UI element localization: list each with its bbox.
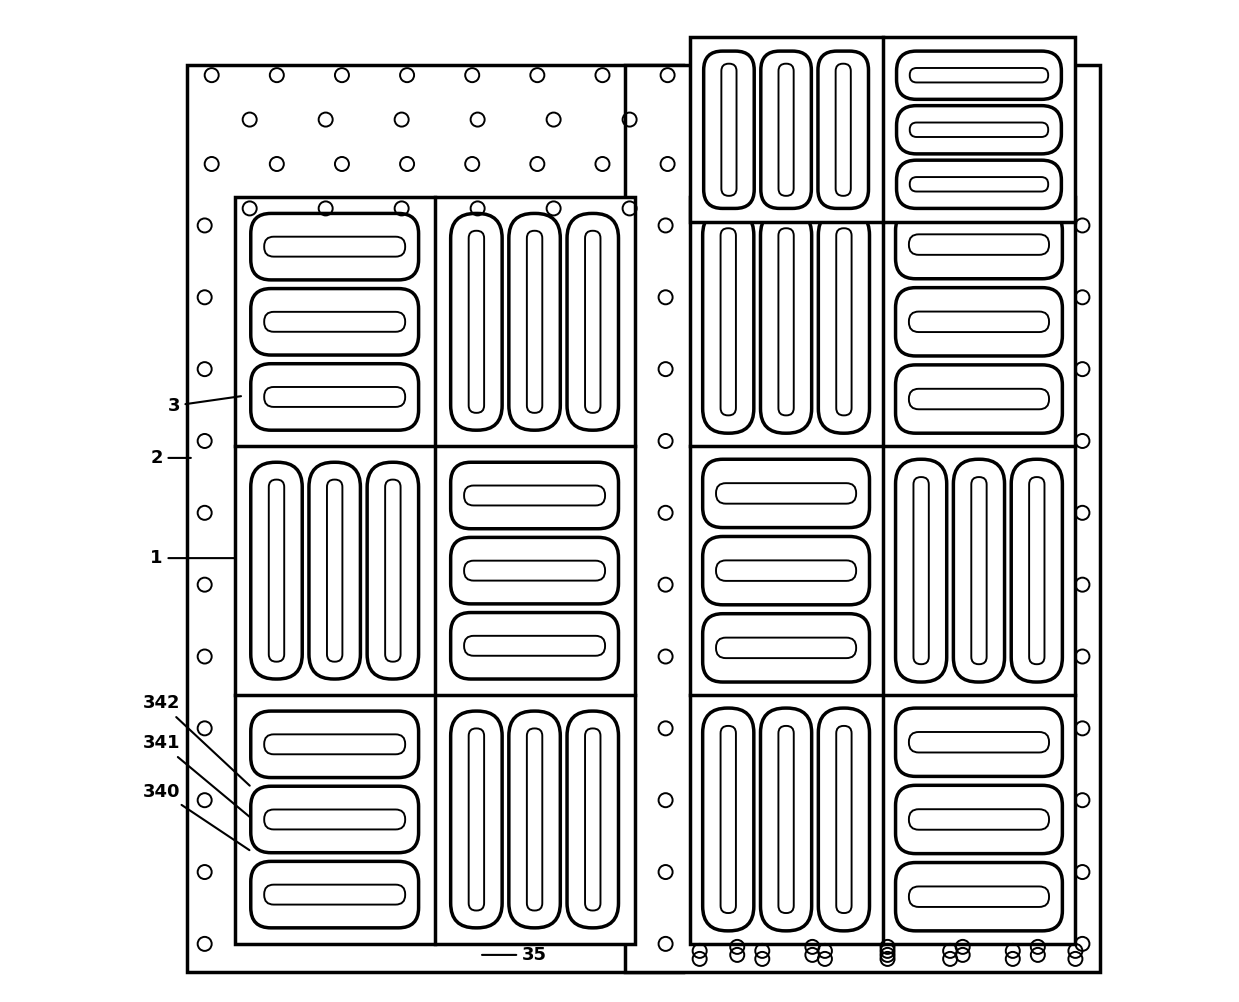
Text: 35: 35 (482, 946, 546, 964)
FancyBboxPatch shape (913, 477, 929, 664)
FancyBboxPatch shape (309, 462, 361, 679)
FancyBboxPatch shape (703, 613, 870, 682)
FancyBboxPatch shape (909, 177, 1048, 191)
FancyBboxPatch shape (327, 480, 342, 661)
FancyBboxPatch shape (721, 228, 736, 416)
FancyBboxPatch shape (1011, 459, 1062, 682)
FancyBboxPatch shape (1030, 477, 1044, 664)
FancyBboxPatch shape (909, 122, 1048, 137)
FancyBboxPatch shape (716, 637, 856, 658)
FancyBboxPatch shape (778, 228, 794, 416)
FancyBboxPatch shape (778, 64, 794, 195)
FancyBboxPatch shape (896, 708, 1062, 777)
FancyBboxPatch shape (835, 64, 851, 195)
FancyBboxPatch shape (269, 480, 284, 661)
FancyBboxPatch shape (818, 51, 869, 208)
FancyBboxPatch shape (896, 288, 1062, 356)
FancyBboxPatch shape (250, 364, 419, 430)
FancyBboxPatch shape (264, 885, 405, 905)
FancyBboxPatch shape (567, 213, 618, 430)
FancyBboxPatch shape (250, 289, 419, 355)
Text: 2: 2 (150, 449, 191, 467)
FancyBboxPatch shape (367, 462, 419, 679)
FancyBboxPatch shape (690, 37, 1075, 222)
FancyBboxPatch shape (953, 459, 1005, 682)
FancyBboxPatch shape (264, 312, 405, 332)
FancyBboxPatch shape (451, 537, 618, 604)
Text: 342: 342 (142, 694, 250, 786)
FancyBboxPatch shape (896, 786, 1062, 854)
FancyBboxPatch shape (567, 711, 618, 928)
FancyBboxPatch shape (451, 711, 502, 928)
FancyBboxPatch shape (250, 213, 419, 280)
FancyBboxPatch shape (818, 708, 870, 931)
FancyBboxPatch shape (250, 711, 419, 778)
FancyBboxPatch shape (264, 734, 405, 755)
FancyBboxPatch shape (836, 725, 851, 913)
FancyBboxPatch shape (585, 728, 601, 911)
FancyBboxPatch shape (690, 197, 1075, 944)
Text: 3: 3 (167, 396, 242, 415)
FancyBboxPatch shape (909, 887, 1049, 907)
FancyBboxPatch shape (451, 612, 618, 679)
FancyBboxPatch shape (465, 561, 605, 580)
FancyBboxPatch shape (909, 312, 1049, 332)
FancyBboxPatch shape (909, 234, 1049, 255)
FancyBboxPatch shape (250, 787, 419, 853)
FancyBboxPatch shape (451, 462, 618, 529)
FancyBboxPatch shape (909, 68, 1048, 82)
FancyBboxPatch shape (465, 636, 605, 655)
FancyBboxPatch shape (716, 560, 856, 581)
FancyBboxPatch shape (468, 230, 484, 413)
FancyBboxPatch shape (703, 210, 753, 433)
FancyBboxPatch shape (896, 210, 1062, 279)
Text: 340: 340 (142, 783, 249, 850)
FancyBboxPatch shape (761, 708, 812, 931)
FancyBboxPatch shape (187, 65, 683, 972)
FancyBboxPatch shape (909, 389, 1049, 409)
FancyBboxPatch shape (527, 230, 543, 413)
FancyBboxPatch shape (909, 732, 1049, 753)
FancyBboxPatch shape (264, 387, 405, 407)
FancyBboxPatch shape (897, 105, 1062, 154)
FancyBboxPatch shape (250, 862, 419, 928)
FancyBboxPatch shape (778, 725, 794, 913)
FancyBboxPatch shape (896, 459, 947, 682)
FancyBboxPatch shape (761, 210, 812, 433)
FancyBboxPatch shape (836, 228, 851, 416)
FancyBboxPatch shape (909, 810, 1049, 830)
FancyBboxPatch shape (704, 51, 755, 208)
FancyBboxPatch shape (527, 728, 543, 911)
FancyBboxPatch shape (721, 64, 736, 195)
Text: 1: 1 (150, 549, 234, 567)
FancyBboxPatch shape (264, 236, 405, 257)
FancyBboxPatch shape (465, 486, 605, 505)
FancyBboxPatch shape (264, 810, 405, 830)
FancyBboxPatch shape (897, 160, 1062, 208)
FancyBboxPatch shape (234, 197, 634, 944)
FancyBboxPatch shape (716, 483, 856, 504)
FancyBboxPatch shape (509, 711, 560, 928)
Text: 341: 341 (142, 734, 249, 817)
FancyBboxPatch shape (624, 65, 1100, 972)
FancyBboxPatch shape (703, 708, 753, 931)
FancyBboxPatch shape (971, 477, 986, 664)
FancyBboxPatch shape (896, 863, 1062, 931)
FancyBboxPatch shape (897, 51, 1062, 99)
FancyBboxPatch shape (451, 213, 502, 430)
FancyBboxPatch shape (896, 365, 1062, 433)
FancyBboxPatch shape (385, 480, 400, 661)
FancyBboxPatch shape (468, 728, 484, 911)
FancyBboxPatch shape (721, 725, 736, 913)
FancyBboxPatch shape (585, 230, 601, 413)
FancyBboxPatch shape (703, 459, 870, 528)
FancyBboxPatch shape (703, 536, 870, 605)
FancyBboxPatch shape (509, 213, 560, 430)
FancyBboxPatch shape (250, 462, 302, 679)
FancyBboxPatch shape (761, 51, 812, 208)
FancyBboxPatch shape (818, 210, 870, 433)
